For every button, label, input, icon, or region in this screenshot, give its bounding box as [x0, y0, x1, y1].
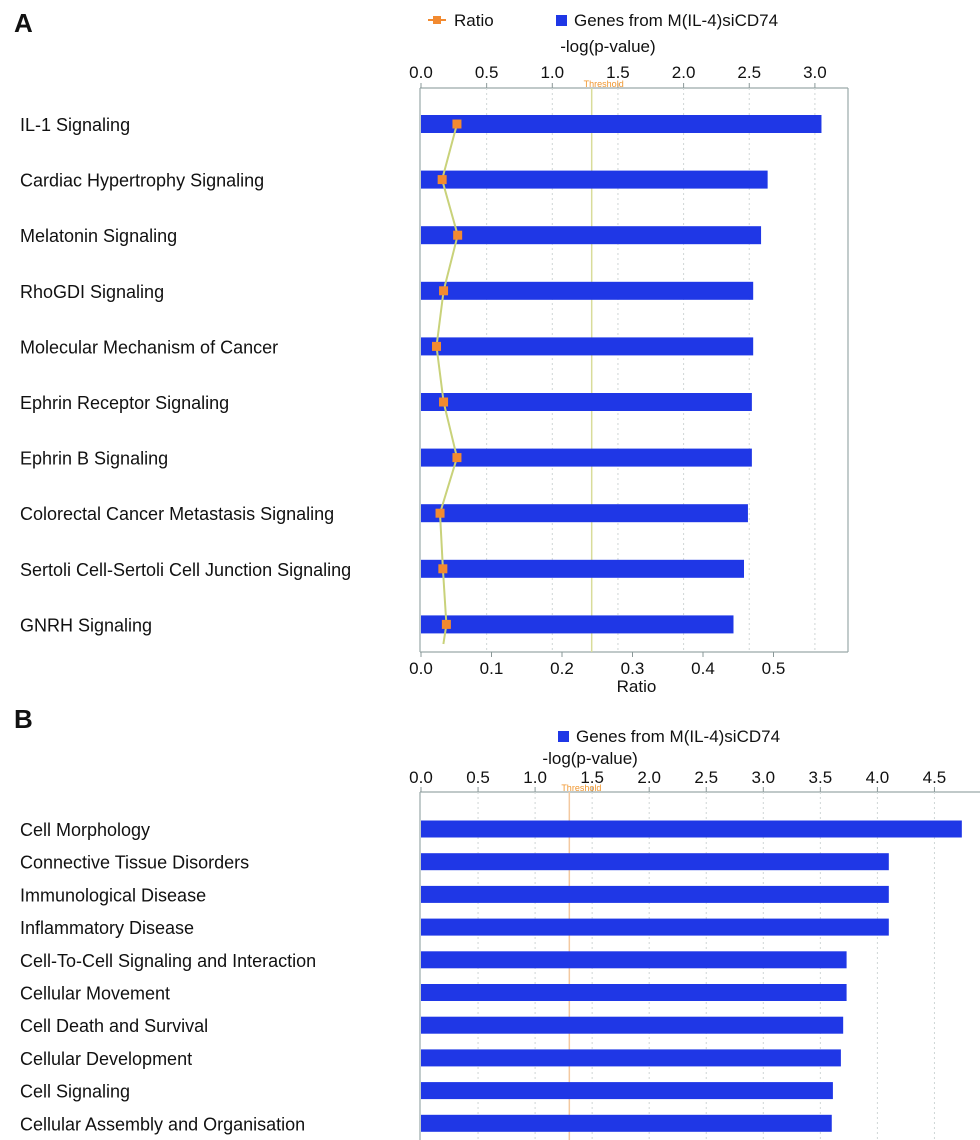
panel-a-top-tick-label: 2.0: [672, 63, 696, 82]
panel-b-top-axis-label: -log(p-value): [542, 749, 637, 768]
panel-b-category-label: Immunological Disease: [20, 885, 206, 905]
panel-a-top-axis-label: -log(p-value): [560, 37, 655, 56]
panel-a-ratio-point: [438, 564, 448, 574]
panel-a-bar: [421, 393, 752, 411]
panel-b-threshold-label: Threshold: [561, 783, 601, 793]
panel-a-bar: [421, 170, 768, 189]
panel-b-top-tick-label: 0.5: [466, 768, 490, 787]
panel-b-category-label: Cellular Movement: [20, 984, 170, 1004]
panel-b-bar: [421, 951, 847, 969]
panel-b-category-label: Inflammatory Disease: [20, 918, 194, 938]
panel-a-ratio-point: [437, 175, 447, 185]
panel-b-bar: [421, 1049, 841, 1067]
panel-a-bar: [421, 448, 752, 467]
panel-b-bar: [421, 918, 889, 936]
panel-b-category-label: Connective Tissue Disorders: [20, 853, 249, 873]
panel-a-ratio-point: [441, 619, 451, 629]
panel-b-bar: [421, 820, 962, 838]
panel-a-bar: [421, 226, 762, 245]
panel-b-category-label: Cellular Development: [20, 1049, 192, 1069]
panel-a-legend-ratio-marker: [433, 16, 441, 24]
panel-b-bar: [421, 885, 889, 903]
panel-a-legend-ratio-label: Ratio: [454, 11, 494, 30]
panel-a-bar: [421, 615, 734, 634]
panel-b-category-label: Cell Death and Survival: [20, 1016, 208, 1036]
panel-b-bar: [421, 853, 889, 871]
panel-a-bar: [421, 559, 744, 578]
panel-b-top-tick-label: 3.0: [751, 768, 775, 787]
panel-a-category-label: Ephrin B Signaling: [20, 449, 168, 469]
panel-b-legend-genes-marker: [558, 731, 569, 742]
panel-a-legend-genes-marker: [556, 15, 567, 26]
panel-a-bar: [421, 337, 754, 356]
panel-a-bottom-tick-label: 0.1: [480, 659, 504, 678]
panel-a-category-label: IL-1 Signaling: [20, 115, 130, 135]
panel-a-ratio-point: [452, 119, 462, 129]
panel-a-category-label: Cardiac Hypertrophy Signaling: [20, 171, 264, 191]
panel-a-category-label: GNRH Signaling: [20, 615, 152, 635]
panel-a-bar: [421, 115, 822, 133]
panel-a-top-tick-label: 1.0: [540, 63, 564, 82]
panel-a-bottom-tick-label: 0.2: [550, 659, 574, 678]
panel-a-ratio-point: [439, 286, 449, 296]
panel-a-ratio-point: [439, 397, 449, 407]
panel-a-legend-genes-label: Genes from M(IL-4)siCD74: [574, 11, 778, 30]
panel-b-bar: [421, 984, 847, 1001]
panel-b-top-tick-label: 4.5: [923, 768, 947, 787]
panel-a-top-tick-label: 0.5: [475, 63, 499, 82]
panel-a-category-label: Sertoli Cell-Sertoli Cell Junction Signa…: [20, 560, 351, 580]
panel-a-top-tick-label: 3.0: [803, 63, 827, 82]
panel-a-category-label: Ephrin Receptor Signaling: [20, 393, 229, 413]
panel-a-bottom-tick-label: 0.5: [762, 659, 786, 678]
panel-a-top-tick-label: 2.5: [737, 63, 761, 82]
panel-b-category-label: Cell Signaling: [20, 1082, 130, 1102]
panel-a-ratio-point: [432, 341, 442, 351]
panel-b-bar: [421, 1016, 844, 1034]
panel-a-letter: A: [14, 8, 33, 38]
panel-a-ratio-point: [435, 508, 445, 518]
panel-b-top-tick-label: 0.0: [409, 768, 433, 787]
panel-a-ratio-point: [452, 453, 462, 463]
panel-a-bar: [421, 504, 748, 523]
panel-a-bottom-tick-label: 0.3: [621, 659, 645, 678]
panel-a-bottom-tick-label: 0.0: [409, 659, 433, 678]
panel-b-letter: B: [14, 704, 33, 734]
panel-b-bar: [421, 1114, 832, 1132]
panel-a-category-label: Colorectal Cancer Metastasis Signaling: [20, 504, 334, 524]
panel-a-top-tick-label: 1.5: [606, 63, 630, 82]
panel-b-top-tick-label: 3.5: [809, 768, 833, 787]
panel-b-top-tick-label: 4.0: [866, 768, 890, 787]
panel-b-category-label: Cellular Assembly and Organisation: [20, 1114, 305, 1134]
panel-a-top-tick-label: 0.0: [409, 63, 433, 82]
panel-a-bottom-tick-label: 0.4: [691, 659, 715, 678]
panel-a-bar: [421, 281, 754, 300]
panel-a-ratio-point: [453, 230, 463, 240]
panel-a-bottom-axis-label: Ratio: [617, 677, 657, 696]
panel-b-top-tick-label: 1.0: [523, 768, 547, 787]
panel-b-category-label: Cell-To-Cell Signaling and Interaction: [20, 951, 316, 971]
panel-b-legend-genes-label: Genes from M(IL-4)siCD74: [576, 727, 780, 746]
panel-a-category-label: RhoGDI Signaling: [20, 282, 164, 302]
panel-b-bar: [421, 1082, 833, 1100]
panel-b-top-tick-label: 1.5: [580, 768, 604, 787]
panel-a-threshold-label: Threshold: [584, 79, 624, 89]
panel-a-category-label: Molecular Mechanism of Cancer: [20, 337, 278, 357]
panel-b-top-tick-label: 2.0: [637, 768, 661, 787]
panel-a-category-label: Melatonin Signaling: [20, 226, 177, 246]
panel-b-top-tick-label: 2.5: [694, 768, 718, 787]
panel-b-category-label: Cell Morphology: [20, 820, 150, 840]
